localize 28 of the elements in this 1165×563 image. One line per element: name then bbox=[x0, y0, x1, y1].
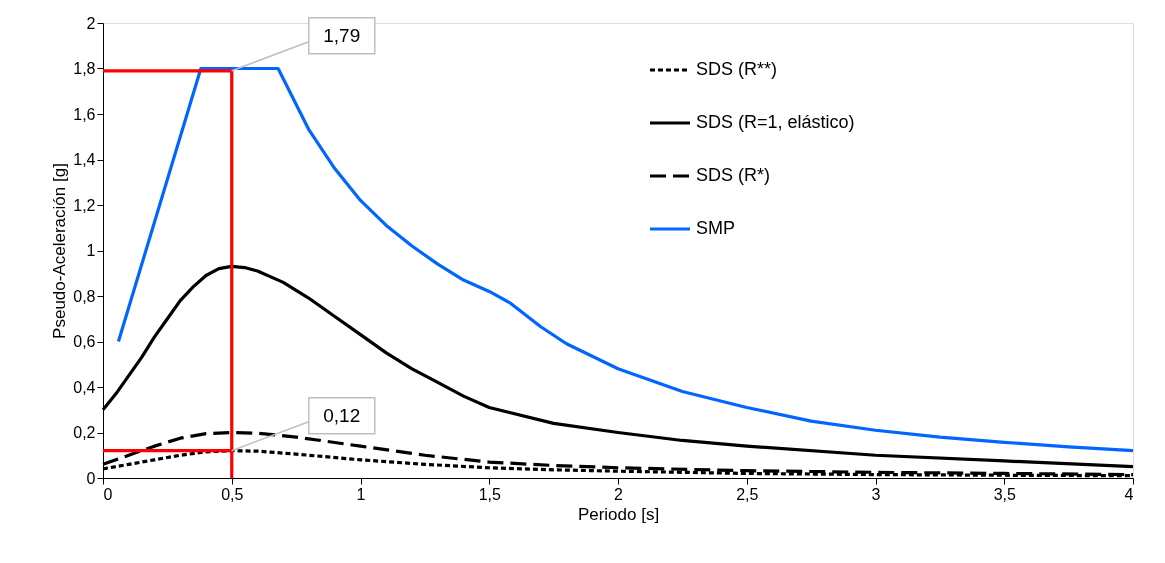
y-tick-label: 0,4 bbox=[73, 378, 96, 396]
x-tick-label: 0 bbox=[103, 485, 113, 503]
y-tick-label: 1 bbox=[86, 242, 96, 259]
legend-label: SDS (R*) bbox=[696, 165, 771, 185]
y-tick-label: 1,4 bbox=[73, 151, 96, 168]
y-tick-label: 1,2 bbox=[73, 196, 96, 214]
legend-label: SDS (R**) bbox=[696, 59, 778, 79]
y-axis-title: Pseudo-Aceleración [g] bbox=[50, 163, 70, 339]
annotation: 1,79 bbox=[323, 24, 361, 46]
annotation: 0,12 bbox=[323, 404, 361, 426]
y-tick-label: 1,6 bbox=[73, 105, 96, 123]
x-tick-label: 3 bbox=[871, 485, 881, 503]
x-tick-label: 1,5 bbox=[478, 485, 501, 503]
x-tick-label: 4 bbox=[1124, 485, 1134, 503]
x-tick-label: 3,5 bbox=[993, 485, 1016, 503]
y-tick-label: 0,2 bbox=[73, 424, 96, 441]
x-tick-label: 0,5 bbox=[221, 485, 244, 503]
x-tick-label: 2,5 bbox=[736, 485, 759, 503]
x-tick-label: 2 bbox=[614, 485, 624, 503]
y-tick-label: 2 bbox=[86, 14, 96, 32]
y-tick-label: 1,8 bbox=[73, 60, 96, 77]
legend-label: SMP bbox=[696, 218, 736, 238]
x-tick-label: 1 bbox=[356, 485, 366, 503]
y-tick-label: 0 bbox=[86, 469, 96, 487]
x-axis-title: Periodo [s] bbox=[577, 504, 660, 524]
y-tick-label: 0,6 bbox=[73, 333, 96, 350]
legend-label: SDS (R=1, elástico) bbox=[696, 112, 855, 132]
y-tick-label: 0,8 bbox=[73, 287, 96, 305]
